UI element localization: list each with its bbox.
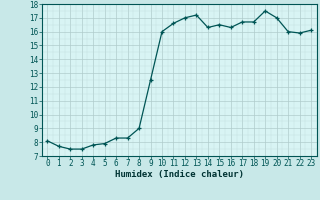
X-axis label: Humidex (Indice chaleur): Humidex (Indice chaleur) <box>115 170 244 179</box>
